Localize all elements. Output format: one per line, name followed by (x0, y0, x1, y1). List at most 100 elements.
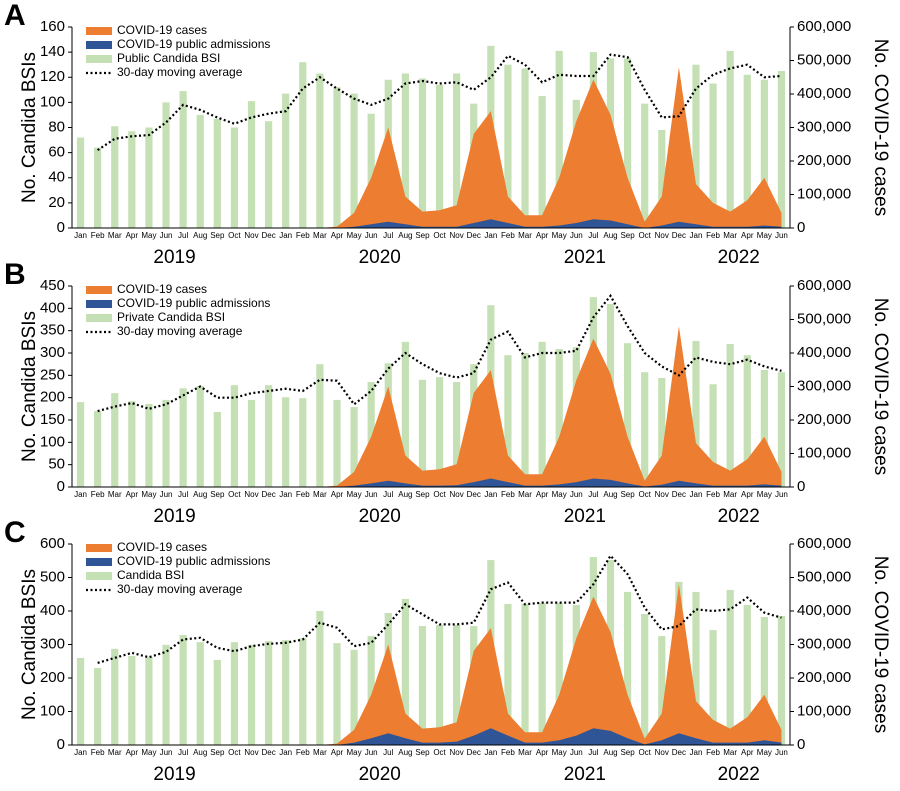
x-tick-label: Dec (261, 490, 275, 499)
y2-tick-label: 600,000 (797, 535, 851, 552)
x-tick-label: Jun (775, 231, 788, 240)
bar (367, 382, 375, 487)
x-tick-label: Apr (331, 231, 344, 240)
year-label: 2019 (153, 764, 195, 785)
bar (709, 384, 717, 487)
legend-label: COVID-19 public admissions (117, 554, 270, 568)
bar (333, 87, 341, 228)
bar (299, 62, 307, 228)
x-tick-label: Feb (706, 490, 720, 499)
bar (555, 602, 563, 745)
bar (264, 641, 273, 745)
year-label: 2020 (359, 506, 401, 527)
legend-label: Private Candida BSI (117, 310, 225, 324)
panel-label: C (4, 516, 26, 549)
x-tick-label: Sep (210, 490, 225, 499)
x-tick-label: Jan (279, 748, 292, 757)
bar (179, 388, 187, 487)
bar (196, 386, 204, 487)
x-tick-label: Jan (74, 231, 87, 240)
bar (453, 625, 461, 745)
y-tick-label: 100 (40, 702, 65, 719)
x-tick-label: Feb (501, 231, 515, 240)
bar (623, 58, 632, 228)
x-tick-label: Jul (383, 748, 393, 757)
bar (111, 126, 119, 228)
x-tick-label: Jan (690, 490, 703, 499)
y-tick-label: 40 (48, 169, 65, 186)
panel-label: B (4, 258, 26, 291)
legend-label: 30-day moving average (117, 324, 243, 338)
bar (555, 50, 563, 229)
x-tick-label: Aug (603, 490, 617, 499)
x-tick-label: Jun (365, 748, 378, 757)
x-tick-label: Oct (228, 748, 241, 757)
x-tick-label: Jul (588, 748, 598, 757)
legend-swatch (86, 286, 112, 294)
bar (76, 402, 85, 487)
x-tick-label: May (757, 748, 772, 757)
x-tick-label: Jun (570, 490, 583, 499)
x-tick-label: Apr (741, 490, 754, 499)
x-tick-label: Nov (244, 231, 258, 240)
x-tick-label: May (552, 748, 567, 757)
bar (641, 103, 649, 228)
x-tick-label: Sep (620, 748, 635, 757)
y-tick-label: 200 (40, 389, 65, 406)
x-tick-label: Dec (261, 231, 275, 240)
x-tick-label: Jul (178, 748, 188, 757)
bar (128, 131, 136, 228)
bar (555, 348, 563, 487)
x-tick-label: Mar (723, 748, 737, 757)
x-tick-label: Mar (313, 490, 327, 499)
year-label: 2021 (564, 506, 606, 527)
bar (658, 636, 666, 745)
bar (641, 372, 649, 487)
y2-tick-label: 400,000 (797, 602, 851, 619)
x-tick-label: Feb (501, 748, 515, 757)
bar (299, 398, 307, 487)
bar (743, 355, 751, 487)
y2-tick-label: 100,000 (797, 185, 851, 202)
legend-label: Public Candida BSI (117, 51, 220, 65)
x-tick-label: Mar (723, 490, 737, 499)
x-tick-label: Jun (160, 490, 173, 499)
x-tick-label: Apr (536, 490, 549, 499)
line (97, 53, 782, 152)
x-tick-label: Jun (775, 490, 788, 499)
line (97, 553, 782, 664)
y-tick-label: 20 (48, 194, 65, 211)
bar (453, 73, 461, 228)
y-tick-label: 150 (40, 411, 65, 428)
bar (247, 101, 256, 228)
x-tick-label: Sep (620, 490, 635, 499)
bar (213, 118, 221, 228)
x-tick-label: Mar (518, 231, 532, 240)
bar (418, 78, 427, 228)
y2-axis-title: No. COVID-19 cases (870, 39, 891, 216)
bar (504, 64, 512, 228)
x-tick-label: May (757, 231, 772, 240)
bar (230, 385, 239, 487)
x-tick-label: Sep (415, 231, 430, 240)
y-tick-label: 100 (40, 93, 65, 110)
bar (213, 411, 221, 487)
x-tick-label: Dec (261, 748, 275, 757)
x-tick-label: Mar (108, 490, 122, 499)
bar (247, 644, 256, 745)
y-tick-label: 120 (40, 68, 65, 85)
x-tick-label: Sep (415, 748, 430, 757)
x-tick-label: Jul (383, 231, 393, 240)
bar (658, 130, 666, 228)
y-tick-label: 160 (40, 18, 65, 35)
bar (230, 642, 239, 745)
x-tick-label: Oct (433, 231, 446, 240)
x-tick-label: Jun (570, 231, 583, 240)
bar (692, 64, 700, 228)
x-tick-label: Dec (467, 231, 481, 240)
y2-tick-label: 200,000 (797, 152, 851, 169)
y2-axis-title: No. COVID-19 cases (870, 556, 891, 733)
legend-swatch (86, 41, 112, 49)
x-tick-label: Dec (467, 490, 481, 499)
bar (128, 401, 136, 487)
